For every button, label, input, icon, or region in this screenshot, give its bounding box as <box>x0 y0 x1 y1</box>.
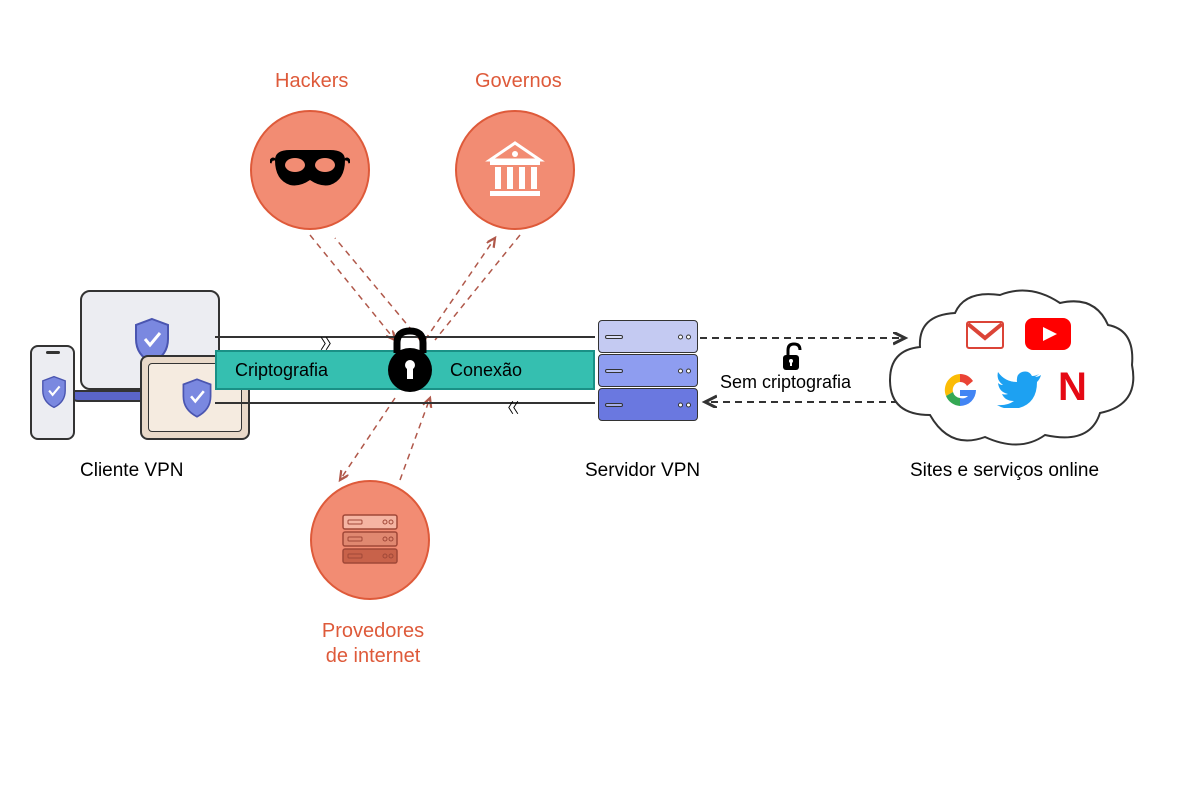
unencrypted-label: Sem criptografia <box>720 372 851 393</box>
tunnel-text-left: Criptografia <box>235 360 328 381</box>
netflix-icon: N <box>1058 365 1087 410</box>
governments-circle <box>455 110 575 230</box>
vpn-diagram: Hackers Governos <box>0 0 1181 801</box>
twitter-icon <box>995 368 1041 408</box>
shield-icon <box>180 377 214 419</box>
mask-icon <box>270 145 350 195</box>
server-unit-3 <box>598 388 698 421</box>
google-icon <box>940 370 980 410</box>
isp-label-1: Provedores <box>318 620 428 643</box>
server-label: Servidor VPN <box>585 460 700 482</box>
phone-icon <box>30 345 75 440</box>
vpn-server <box>598 320 698 420</box>
cloud-label: Sites e serviços online <box>910 460 1099 482</box>
hackers-circle <box>250 110 370 230</box>
client-devices <box>30 290 230 450</box>
tunnel-arrow-right: 〉〉 <box>320 334 337 354</box>
youtube-icon <box>1025 318 1071 350</box>
tunnel-text-right: Conexão <box>450 360 522 381</box>
isp-label-2: de internet <box>318 645 428 668</box>
shield-icon <box>40 375 68 409</box>
building-icon <box>480 135 550 205</box>
client-label: Cliente VPN <box>80 460 184 482</box>
server-unit-1 <box>598 320 698 353</box>
tunnel-arrow-left: 〈〈 <box>500 398 517 418</box>
server-unit-2 <box>598 354 698 387</box>
lock-icon <box>385 325 435 395</box>
governments-label: Governos <box>475 70 562 93</box>
gmail-icon <box>965 320 1005 350</box>
tunnel-outer-bottom <box>215 402 595 404</box>
hackers-label: Hackers <box>275 70 348 93</box>
isp-circle <box>310 480 430 600</box>
server-icon <box>335 510 405 570</box>
unlock-icon <box>780 342 806 372</box>
